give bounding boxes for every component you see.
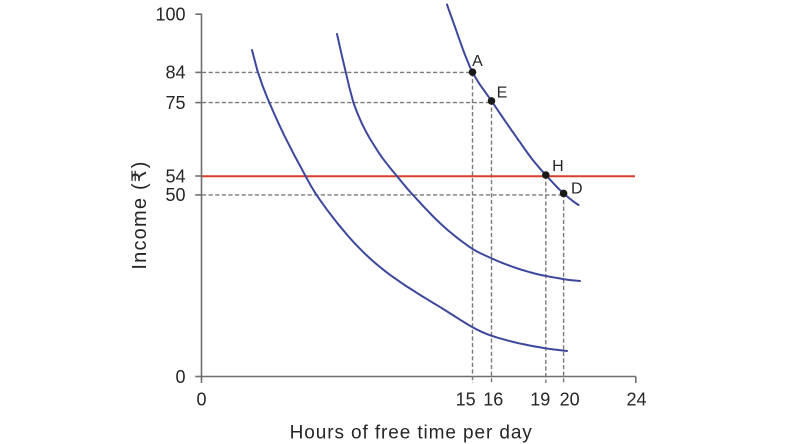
svg-text:Income (₹): Income (₹) [129,160,151,269]
svg-text:100: 100 [155,5,185,25]
svg-text:A: A [472,53,483,70]
svg-text:84: 84 [165,63,185,83]
svg-text:0: 0 [175,367,185,387]
svg-text:54: 54 [165,166,185,186]
svg-text:E: E [497,84,508,101]
svg-text:50: 50 [165,185,185,205]
svg-text:75: 75 [165,93,185,113]
svg-text:16: 16 [483,389,503,409]
svg-text:Hours of free time per day: Hours of free time per day [290,422,533,443]
svg-text:24: 24 [626,389,646,409]
svg-text:15: 15 [456,389,476,409]
svg-text:0: 0 [196,389,206,409]
svg-text:19: 19 [530,389,550,409]
svg-text:H: H [552,158,564,175]
svg-text:D: D [571,180,583,197]
svg-text:20: 20 [560,389,580,409]
